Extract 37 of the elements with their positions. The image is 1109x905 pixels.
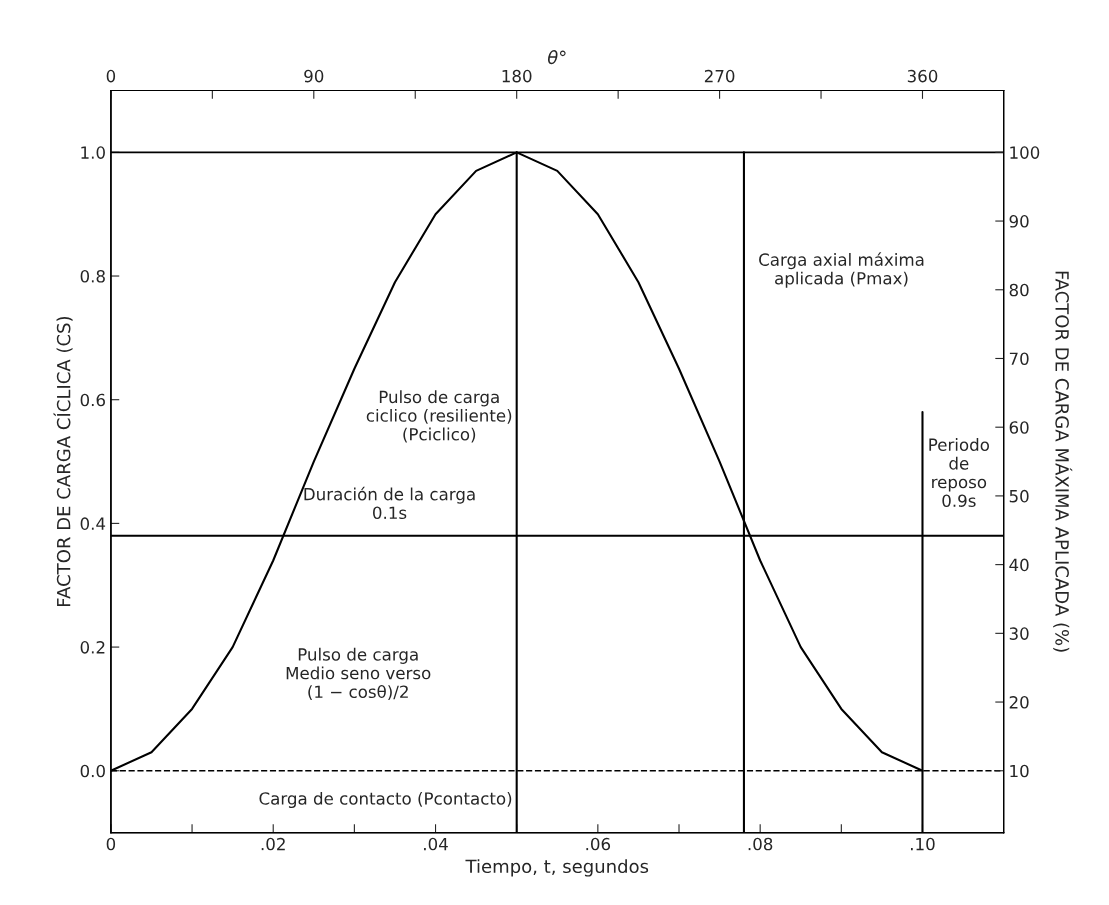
y-tick-label: 0.8 — [80, 269, 105, 283]
x-tick-label: 0 — [106, 837, 116, 851]
y2-tick-label: 50 — [1009, 489, 1029, 503]
x2-tick-label: 270 — [704, 69, 735, 83]
x-tick-label: .08 — [748, 837, 773, 851]
annotation: Pulso de carga ciclico (resiliente) (Pciclico) — [366, 390, 512, 443]
y-axis-title: FACTOR DE CARGA CÍCLICA (CS) — [53, 316, 73, 606]
y-tick-label: 0.6 — [80, 393, 105, 407]
y2-tick-label: 80 — [1009, 283, 1029, 297]
x-axis-title: Tiempo, t, segundos — [465, 859, 649, 877]
annotation: Carga axial máxima aplicada (Pmax) — [759, 252, 924, 288]
annotation: Periodo de reposo 0.9s — [929, 438, 990, 507]
x-tick-label: .04 — [424, 837, 448, 851]
y2-tick-label: 20 — [1009, 696, 1029, 709]
y2-tick-label: 40 — [1009, 558, 1029, 572]
annotation: Carga de contacto (Pcontacto) — [259, 791, 512, 809]
x2-tick-label: 90 — [304, 69, 324, 83]
y2-tick-label: 10 — [1010, 764, 1029, 778]
y2-tick-label: 30 — [1009, 627, 1029, 640]
annotation: Duración de la carga 0.1s — [304, 486, 475, 520]
y2-tick-label: 70 — [1009, 352, 1029, 366]
x-tick-label: .06 — [586, 837, 611, 851]
x2-tick-label: 360 — [907, 69, 938, 83]
x-tick-label: .10 — [911, 837, 935, 851]
y-tick-label: 0.0 — [80, 764, 105, 778]
y2-axis-title: FACTOR DE CARGA MÁXIMA APLICADA (%) — [1053, 271, 1073, 652]
y2-tick-label: 100 — [1010, 146, 1040, 159]
x2-tick-label: 180 — [502, 69, 532, 83]
y2-tick-label: 90 — [1009, 215, 1029, 228]
x-tick-label: .02 — [261, 837, 285, 851]
y-tick-label: 0.2 — [80, 641, 105, 654]
annotation: Pulso de carga Medio seno verso (1 − cosθ)/2 — [286, 647, 431, 700]
y-tick-label: 1.0 — [81, 146, 105, 159]
y-tick-label: 0.4 — [80, 517, 106, 530]
y2-tick-label: 60 — [1009, 421, 1029, 434]
x2-axis-title: θ° — [547, 50, 566, 65]
x2-tick-label: 0 — [106, 69, 116, 83]
